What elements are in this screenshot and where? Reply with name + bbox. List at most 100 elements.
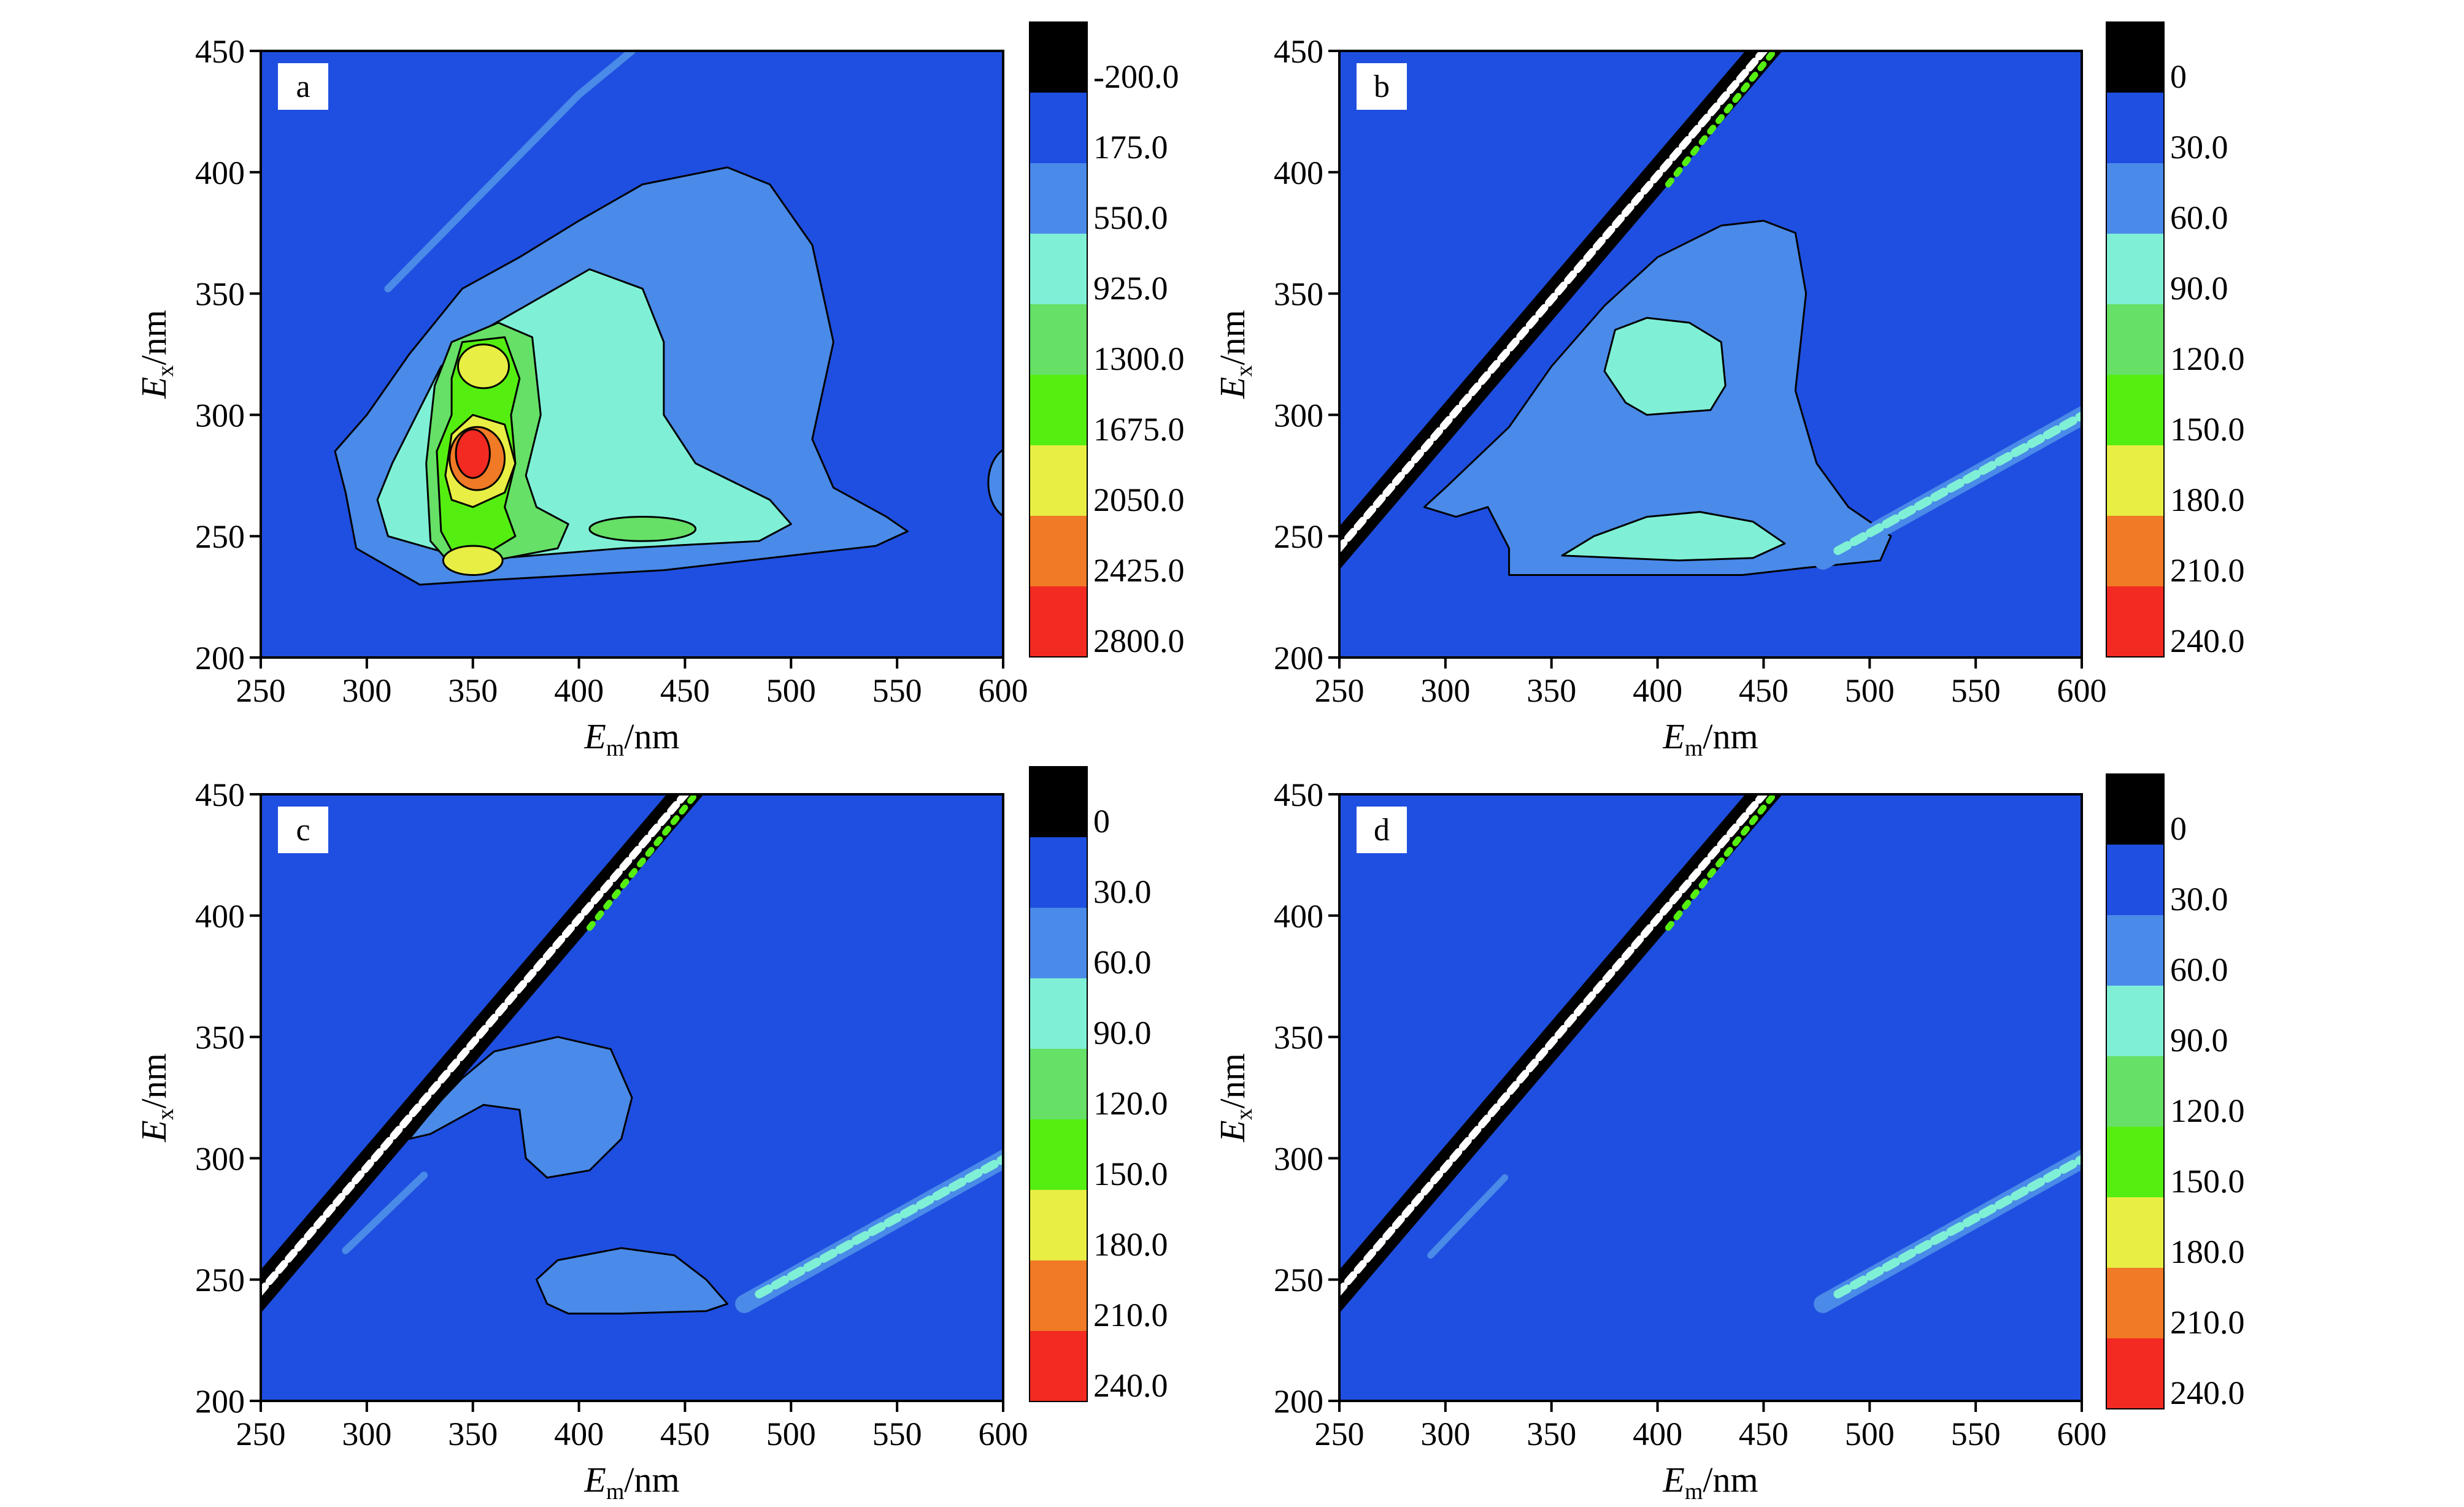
- x-tick-label-a-400: 400: [554, 672, 604, 709]
- contour-peak-green-a: [588, 516, 697, 542]
- legend-swatch-c-0: [1030, 767, 1087, 837]
- y-tick-label-d-300: 300: [1274, 1140, 1323, 1177]
- y-tick-label-d-450: 450: [1274, 777, 1323, 813]
- legend-swatch-c-2: [1030, 908, 1087, 978]
- x-tick-label-d-300: 300: [1420, 1416, 1470, 1452]
- panel-tag-b: b: [1374, 69, 1390, 104]
- legend-swatch-a-3: [1030, 234, 1087, 304]
- legend-label-d-4: 120.0: [2170, 1092, 2245, 1129]
- legend-swatch-b-5: [2106, 375, 2164, 445]
- scatter-streak-a: [384, 51, 636, 293]
- legend-label-a-2: 550.0: [1093, 199, 1168, 236]
- x-tick-label-b-350: 350: [1527, 672, 1576, 709]
- legend-swatch-c-1: [1030, 837, 1087, 908]
- plot-frame-b: [1338, 50, 2083, 659]
- y-tick-label-d-400: 400: [1274, 898, 1323, 935]
- y-tick-label-c-250: 250: [195, 1262, 245, 1298]
- legend-label-a-1: 175.0: [1093, 129, 1168, 166]
- y-axis-title-b: Ex/nm: [1212, 310, 1257, 399]
- x-tick-label-b-500: 500: [1845, 672, 1895, 709]
- x-tick-label-a-350: 350: [448, 672, 498, 709]
- legend-label-b-6: 180.0: [2170, 481, 2245, 518]
- x-tick-label-a-450: 450: [660, 672, 710, 709]
- legend-swatch-b-8: [2106, 586, 2164, 657]
- x-tick-label-b-550: 550: [1951, 672, 2001, 709]
- y-tick-label-b-350: 350: [1274, 276, 1323, 313]
- legend-swatch-d-0: [2106, 774, 2164, 845]
- y-tick-label-a-350: 350: [195, 276, 245, 313]
- panel-tag-box-b: [1357, 63, 1407, 110]
- x-tick-label-c-300: 300: [342, 1416, 391, 1452]
- legend-label-b-5: 150.0: [2170, 411, 2245, 448]
- x-tick-label-b-300: 300: [1420, 672, 1470, 709]
- x-axis-title-a: Em/nm: [583, 716, 679, 761]
- legend-label-b-8: 240.0: [2170, 623, 2245, 659]
- legend-swatch-c-5: [1030, 1119, 1087, 1190]
- contour-small-streak-d: [1427, 1174, 1509, 1259]
- legend-label-d-5: 150.0: [2170, 1163, 2245, 1200]
- plot-area-d: [1339, 794, 2082, 1401]
- x-tick-label-c-400: 400: [554, 1416, 604, 1452]
- legend-swatch-a-8: [1030, 586, 1087, 657]
- y-tick-label-d-350: 350: [1274, 1019, 1323, 1056]
- legend-label-b-7: 210.0: [2170, 552, 2245, 589]
- x-tick-label-a-250: 250: [236, 672, 286, 709]
- y-tick-label-d-200: 200: [1274, 1383, 1323, 1420]
- contours-b: [1339, 51, 2082, 576]
- legend-label-d-1: 30.0: [2170, 881, 2228, 918]
- x-tick-label-b-600: 600: [2057, 672, 2107, 709]
- legend-swatch-b-6: [2106, 445, 2164, 516]
- legend-label-d-8: 240.0: [2170, 1375, 2245, 1411]
- legend-frame-b: [2106, 21, 2165, 658]
- x-tick-label-d-600: 600: [2057, 1416, 2107, 1452]
- rayleigh-band-core-b: [1339, 51, 1769, 554]
- legend-label-d-6: 180.0: [2170, 1233, 2245, 1270]
- panel-tag-d: d: [1374, 813, 1390, 848]
- x-tick-label-d-500: 500: [1845, 1416, 1895, 1452]
- legend-swatch-a-1: [1030, 93, 1087, 163]
- legend-swatch-a-4: [1030, 304, 1087, 375]
- y-tick-label-b-200: 200: [1274, 640, 1323, 677]
- y-tick-label-b-250: 250: [1274, 518, 1323, 555]
- x-axis-title-b: Em/nm: [1662, 716, 1758, 761]
- legend-swatch-d-3: [2106, 986, 2164, 1056]
- legend-label-c-4: 120.0: [1093, 1085, 1168, 1122]
- legend-swatch-a-0: [1030, 22, 1087, 93]
- legend-label-a-5: 1675.0: [1093, 411, 1185, 448]
- panel-tag-a: a: [296, 69, 310, 104]
- legend-swatch-c-8: [1030, 1331, 1087, 1402]
- legend-label-d-0: 0: [2170, 810, 2187, 847]
- y-axis-title-a: Ex/nm: [134, 310, 179, 399]
- legend-label-c-6: 180.0: [1093, 1226, 1168, 1263]
- legend-label-c-7: 210.0: [1093, 1297, 1168, 1333]
- legend-swatch-b-3: [2106, 234, 2164, 304]
- x-tick-label-d-350: 350: [1527, 1416, 1576, 1452]
- legend-c: 0 30.0 60.0 90.0 120.0 150.0 180.0 210.0 240.0: [1029, 766, 1168, 1404]
- y-tick-label-b-400: 400: [1274, 155, 1323, 191]
- legend-label-a-8: 2800.0: [1093, 623, 1185, 659]
- legend-swatch-d-1: [2106, 845, 2164, 915]
- legend-label-c-0: 0: [1093, 803, 1110, 840]
- plot-frame-d: [1338, 793, 2083, 1402]
- y-tick-label-a-400: 400: [195, 155, 245, 191]
- legend-swatch-a-7: [1030, 516, 1087, 586]
- legend-label-d-2: 60.0: [2170, 951, 2228, 988]
- legend-swatch-d-5: [2106, 1127, 2164, 1197]
- legend-label-a-4: 1300.0: [1093, 340, 1185, 377]
- legend-label-b-2: 60.0: [2170, 199, 2228, 236]
- legend-swatch-c-7: [1030, 1260, 1087, 1331]
- contours-c: [261, 794, 1003, 1315]
- contours-d: [1339, 794, 2082, 1313]
- contour-level-60-lower-b: [1561, 511, 1786, 562]
- legend-swatch-b-4: [2106, 304, 2164, 375]
- legend-label-a-3: 925.0: [1093, 270, 1168, 307]
- contour-level-2425-a: [455, 428, 491, 479]
- contour-level-60-upper-b: [1603, 316, 1727, 416]
- x-tick-label-b-400: 400: [1633, 672, 1682, 709]
- legend-label-b-1: 30.0: [2170, 129, 2228, 166]
- panel-tag-box-a: [278, 63, 328, 110]
- x-tick-label-a-300: 300: [342, 672, 391, 709]
- x-tick-label-c-350: 350: [448, 1416, 498, 1452]
